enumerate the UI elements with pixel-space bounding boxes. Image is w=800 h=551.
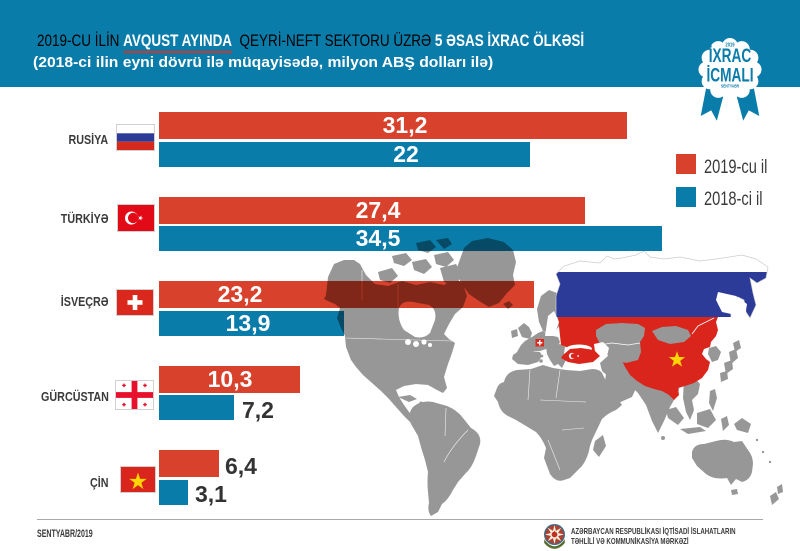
- svg-text:İCMALI: İCMALI: [706, 64, 753, 86]
- svg-text:İXRAC: İXRAC: [709, 45, 752, 67]
- svg-text:2019: 2019: [725, 42, 734, 49]
- svg-text:SENTYABR: SENTYABR: [721, 84, 739, 88]
